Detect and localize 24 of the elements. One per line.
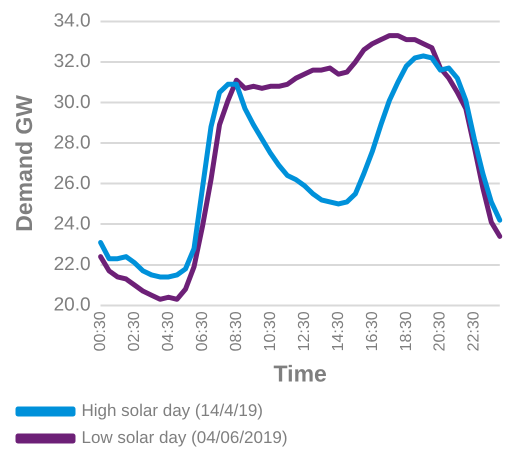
y-tick-label: 34.0 xyxy=(54,10,91,32)
y-tick-label: 20.0 xyxy=(54,294,91,316)
x-tick-label: 04:30 xyxy=(160,311,177,352)
y-tick-label: 28.0 xyxy=(54,132,91,154)
legend-label: Low solar day (04/06/2019) xyxy=(82,428,288,448)
x-tick-label: 02:30 xyxy=(126,311,143,352)
x-tick-label: 00:30 xyxy=(92,311,109,352)
x-tick-label: 20:30 xyxy=(432,311,449,352)
x-tick-label: 22:30 xyxy=(466,311,483,352)
x-axis-title: Time xyxy=(274,360,327,387)
y-tick-label: 30.0 xyxy=(54,92,91,113)
legend-label: High solar day (14/4/19) xyxy=(82,401,263,420)
x-tick-label: 16:30 xyxy=(364,311,381,352)
y-tick-label: 26.0 xyxy=(54,172,91,194)
y-axis-title: Demand GW xyxy=(11,94,38,232)
x-tick-label: 06:30 xyxy=(194,311,211,352)
y-tick-label: 32.0 xyxy=(54,51,91,72)
x-tick-label: 08:30 xyxy=(228,311,245,352)
x-tick-label: 18:30 xyxy=(398,311,415,352)
x-tick-label: 14:30 xyxy=(330,311,347,352)
x-tick-label: 10:30 xyxy=(262,311,279,352)
y-tick-label: 22.0 xyxy=(54,254,91,276)
y-tick-label: 24.0 xyxy=(54,213,91,234)
x-tick-label: 12:30 xyxy=(296,311,313,352)
